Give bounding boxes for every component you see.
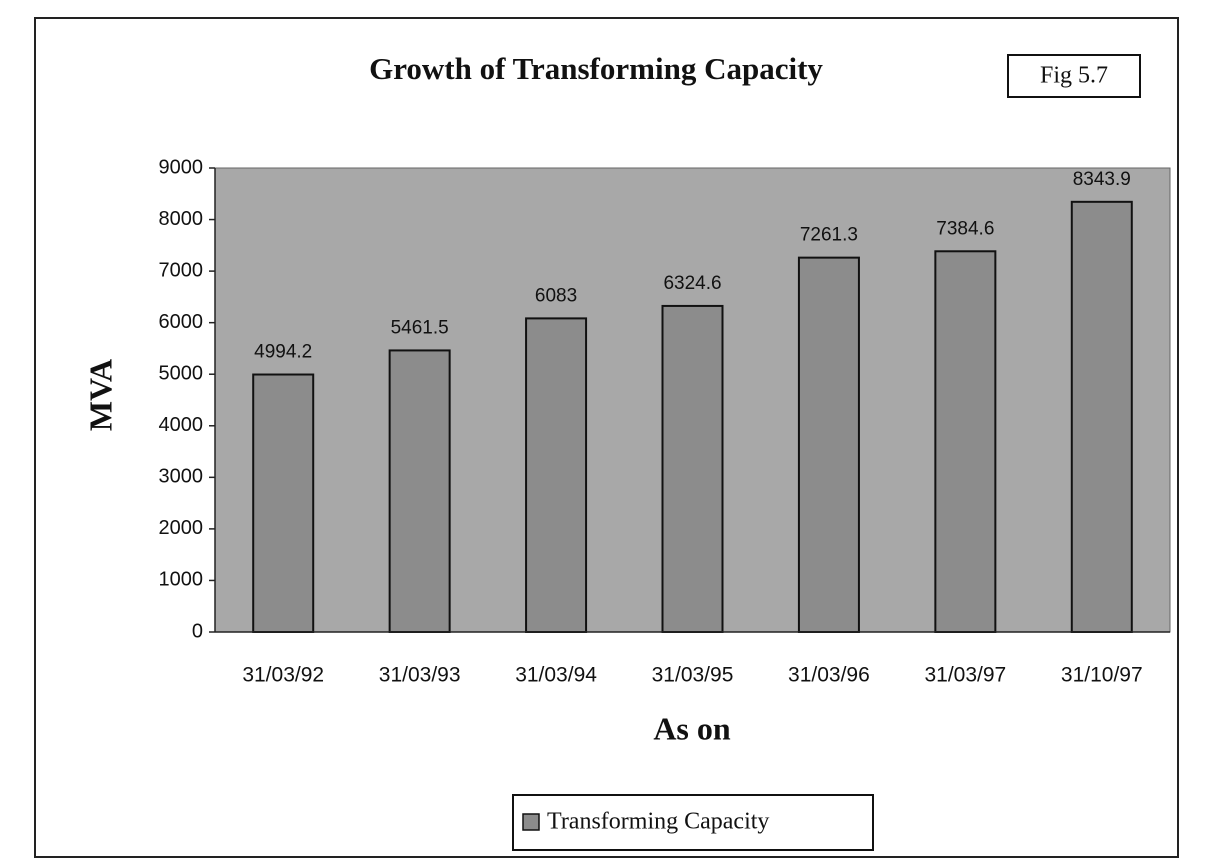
- data-label: 8343.9: [1073, 169, 1131, 190]
- data-label: 5461.5: [391, 317, 449, 338]
- x-tick-label: 31/03/94: [515, 664, 597, 687]
- x-axis-title: As on: [653, 710, 731, 746]
- y-axis-title: MVA: [82, 359, 118, 431]
- y-tick-label: 2000: [159, 517, 204, 539]
- bar: [934, 250, 997, 633]
- x-tick-label: 31/03/97: [924, 664, 1006, 687]
- x-tick-label: 31/03/93: [379, 664, 461, 687]
- y-tick-label: 5000: [159, 363, 204, 385]
- y-tick-label: 3000: [159, 466, 204, 488]
- x-tick-label: 31/03/92: [242, 664, 324, 687]
- data-label: 7261.3: [800, 225, 858, 246]
- bar: [388, 349, 451, 633]
- data-label: 6083: [535, 285, 577, 306]
- x-tick-label: 31/03/96: [788, 664, 870, 687]
- bar: [797, 256, 860, 633]
- legend-swatch: [522, 813, 540, 831]
- chart-title: Growth of Transforming Capacity: [369, 51, 823, 86]
- x-tick-label: 31/10/97: [1061, 664, 1143, 687]
- bar: [525, 317, 588, 633]
- legend-box: [512, 794, 874, 851]
- y-tick-label: 1000: [159, 569, 204, 591]
- y-tick-label: 9000: [159, 156, 204, 178]
- y-tick-label: 0: [192, 620, 203, 642]
- data-label: 7384.6: [936, 218, 994, 239]
- figure-badge-box: [1007, 54, 1141, 98]
- bar: [252, 373, 315, 633]
- data-label: 4994.2: [254, 342, 312, 363]
- bar: [661, 304, 724, 633]
- y-tick-label: 7000: [159, 259, 204, 281]
- figure-badge: Fig 5.7: [1040, 63, 1108, 89]
- y-tick-label: 4000: [159, 414, 204, 436]
- bar: [1070, 200, 1133, 634]
- legend-label: Transforming Capacity: [547, 809, 769, 835]
- x-tick-label: 31/03/95: [652, 664, 734, 687]
- data-label: 6324.6: [663, 273, 721, 294]
- y-tick-label: 8000: [159, 208, 204, 230]
- y-tick-label: 6000: [159, 311, 204, 333]
